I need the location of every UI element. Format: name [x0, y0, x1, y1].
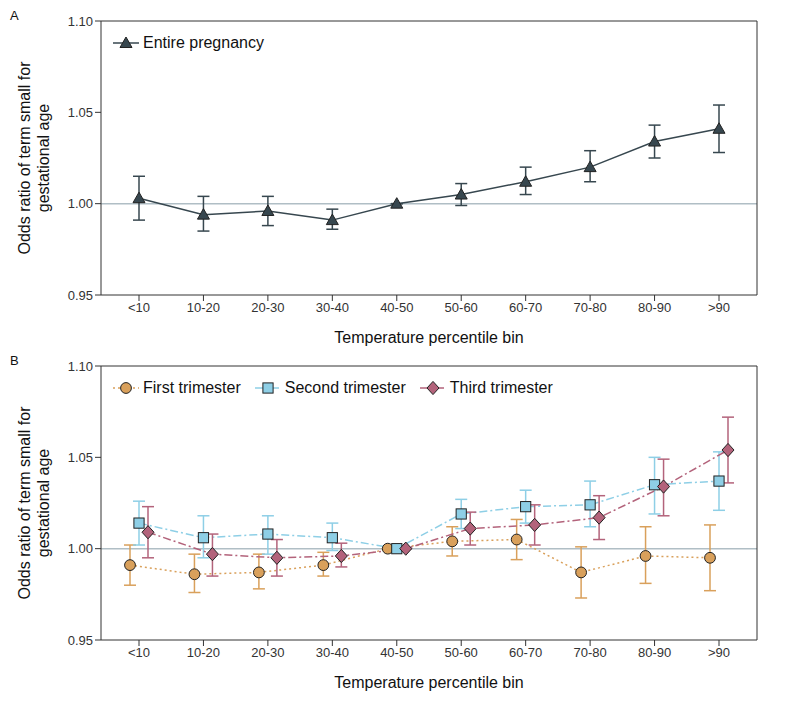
svg-text:70-80: 70-80 — [573, 645, 606, 660]
html-text:Entire pregnancy: Entire pregnancy — [143, 34, 264, 51]
svg-text:1.10: 1.10 — [68, 359, 93, 374]
svg-text:30-40: 30-40 — [316, 645, 349, 660]
svg-text:1.10: 1.10 — [68, 14, 93, 29]
svg-text:50-60: 50-60 — [445, 645, 478, 660]
svg-text:40-50: 40-50 — [380, 645, 413, 660]
svg-text:80-90: 80-90 — [638, 645, 671, 660]
svg-text:1.00: 1.00 — [68, 196, 93, 211]
html-text:B: B — [10, 353, 19, 368]
svg-text:80-90: 80-90 — [638, 300, 671, 315]
svg-text:0.95: 0.95 — [68, 633, 93, 648]
svg-text:60-70: 60-70 — [509, 645, 542, 660]
svg-text:40-50: 40-50 — [380, 300, 413, 315]
html-text:Third trimester: Third trimester — [449, 379, 553, 396]
svg-text:70-80: 70-80 — [573, 300, 606, 315]
svg-text:>90: >90 — [708, 300, 730, 315]
html-text:Second trimester: Second trimester — [284, 379, 406, 396]
svg-text:60-70: 60-70 — [509, 300, 542, 315]
svg-text:30-40: 30-40 — [316, 300, 349, 315]
html-text:A: A — [10, 8, 19, 23]
svg-text:10-20: 10-20 — [187, 300, 220, 315]
svg-text:50-60: 50-60 — [445, 300, 478, 315]
svg-text:10-20: 10-20 — [187, 645, 220, 660]
svg-text:<10: <10 — [128, 300, 150, 315]
svg-text:Odds ratio of term small forge: Odds ratio of term small forgestational … — [16, 61, 52, 255]
svg-text:20-30: 20-30 — [251, 645, 284, 660]
svg-text:20-30: 20-30 — [251, 300, 284, 315]
svg-text:Odds ratio of term small forge: Odds ratio of term small forgestational … — [16, 406, 52, 600]
svg-text:<10: <10 — [128, 645, 150, 660]
svg-text:Temperature percentile bin: Temperature percentile bin — [334, 674, 523, 691]
svg-text:>90: >90 — [708, 645, 730, 660]
svg-text:1.05: 1.05 — [68, 450, 93, 465]
svg-text:Temperature percentile bin: Temperature percentile bin — [334, 329, 523, 346]
svg-text:1.05: 1.05 — [68, 105, 93, 120]
html-text:First trimester: First trimester — [143, 379, 241, 396]
svg-text:1.00: 1.00 — [68, 541, 93, 556]
svg-text:0.95: 0.95 — [68, 288, 93, 303]
